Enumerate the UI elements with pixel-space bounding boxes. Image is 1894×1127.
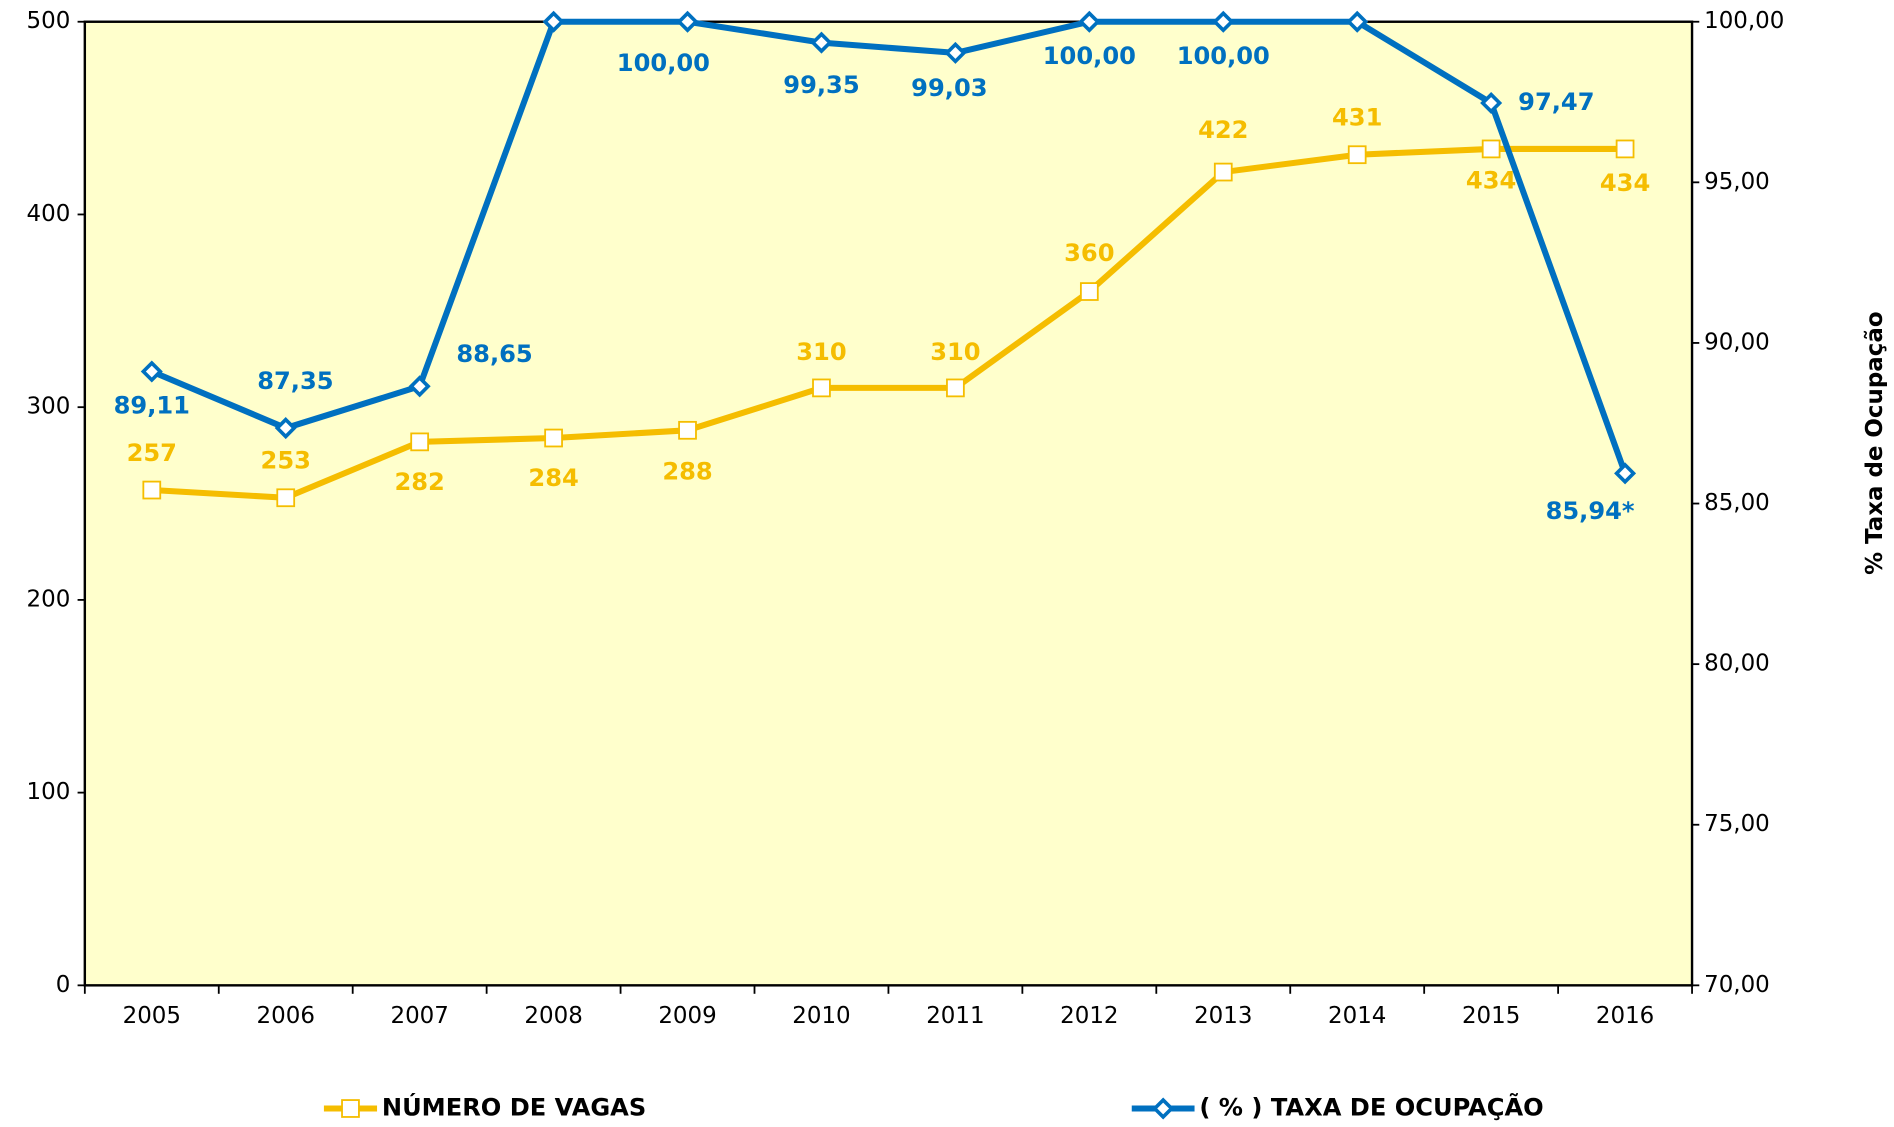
marker (678, 420, 697, 440)
marker (142, 480, 162, 500)
marker (1614, 462, 1637, 485)
legend-label: NÚMERO DE VAGAS (382, 1092, 646, 1122)
data-label: 87,35 (257, 367, 333, 395)
marker (1481, 139, 1501, 159)
marker (676, 10, 699, 33)
y2-tick-label: 85,00 (1704, 490, 1770, 516)
x-tick-label: 2005 (123, 1003, 181, 1029)
x-tick-label: 2009 (658, 1003, 716, 1029)
legend-marker (1152, 1097, 1175, 1120)
x-tick-label: 2010 (792, 1003, 850, 1029)
data-label: 253 (261, 447, 311, 475)
y-tick-label: 400 (27, 201, 71, 227)
marker (542, 10, 565, 33)
y2-tick-label: 70,00 (1704, 972, 1770, 998)
marker (1212, 10, 1235, 33)
x-tick-label: 2008 (524, 1003, 582, 1029)
y-tick-label: 300 (27, 394, 71, 420)
marker (946, 378, 965, 398)
series-line (151, 145, 1626, 501)
data-label: 310 (796, 338, 846, 366)
data-label: 99,03 (911, 74, 987, 102)
data-label: 100,00 (617, 49, 710, 77)
data-label: 431 (1332, 103, 1382, 131)
legend-label: ( % ) TAXA DE OCUPAÇÃO (1199, 1093, 1543, 1122)
x-tick-label: 2016 (1596, 1003, 1654, 1029)
marker (1615, 139, 1635, 159)
y2-tick-label: 100,00 (1704, 8, 1784, 34)
x-tick-label: 2015 (1462, 1003, 1520, 1029)
data-label: 99,35 (783, 71, 859, 99)
x-tick-label: 2012 (1060, 1003, 1118, 1029)
y-tick-label: 200 (27, 586, 71, 612)
marker (810, 31, 833, 54)
marker (1079, 282, 1099, 301)
y2-tick-label: 90,00 (1704, 329, 1770, 355)
data-label: 100,00 (1177, 42, 1270, 70)
marker (410, 432, 430, 452)
data-label: 282 (394, 468, 444, 496)
x-tick-label: 2013 (1194, 1003, 1252, 1029)
plot-area (83, 20, 1694, 987)
y2-tick-label: 75,00 (1704, 811, 1770, 837)
marker (1213, 162, 1233, 182)
y2-tick-label: 80,00 (1704, 651, 1770, 677)
marker (1347, 145, 1367, 165)
data-label: 97,47 (1518, 88, 1594, 116)
marker (544, 428, 563, 448)
y-tick-label: 0 (56, 972, 71, 998)
y2-tick-label: 95,00 (1704, 169, 1770, 195)
marker (1480, 91, 1503, 115)
x-tick-label: 2011 (926, 1003, 984, 1029)
legend-marker (341, 1099, 360, 1118)
data-label: 360 (1064, 239, 1114, 267)
data-label: 422 (1198, 116, 1248, 144)
y-tick-label: 500 (27, 8, 71, 34)
x-tick-label: 2007 (390, 1003, 448, 1029)
x-tick-label: 2006 (257, 1003, 315, 1029)
data-label: 284 (528, 464, 578, 492)
y2-axis-label: % Taxa de Ocupação (1862, 311, 1888, 575)
data-label: 88,65 (456, 340, 532, 368)
series-line (150, 18, 1628, 475)
data-label: 89,11 (114, 392, 190, 420)
marker (408, 375, 431, 398)
data-label: 310 (930, 338, 980, 366)
data-label: 85,94* (1546, 497, 1635, 525)
marker (1346, 10, 1369, 33)
marker (274, 417, 297, 440)
y-tick-label: 100 (27, 779, 71, 805)
data-label: 434 (1466, 167, 1516, 195)
marker (140, 360, 163, 383)
data-label: 100,00 (1043, 42, 1136, 70)
data-label: 434 (1600, 169, 1650, 197)
data-label: 288 (662, 458, 712, 486)
marker (1078, 10, 1101, 33)
marker (276, 488, 296, 508)
marker (812, 378, 831, 398)
data-label: 257 (127, 439, 177, 467)
x-tick-label: 2014 (1328, 1003, 1386, 1029)
marker (944, 41, 967, 64)
